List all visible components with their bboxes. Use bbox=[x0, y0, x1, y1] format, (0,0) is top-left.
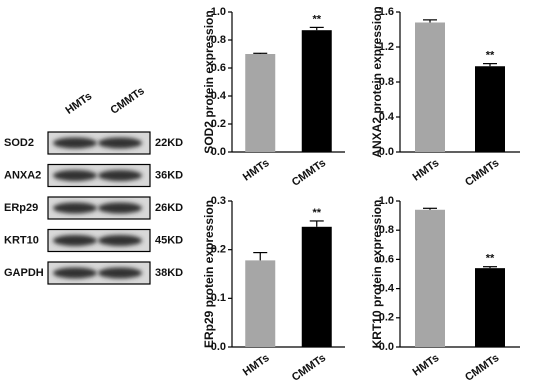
blot-band bbox=[98, 202, 142, 214]
y-tick-label: 0.0 bbox=[211, 341, 226, 353]
error-bar bbox=[309, 26, 324, 31]
blot-band bbox=[53, 235, 97, 246]
bar bbox=[301, 30, 332, 153]
y-tick-label: 1.6 bbox=[379, 6, 394, 18]
blot-band bbox=[53, 137, 97, 149]
lane-label: HMTs bbox=[64, 90, 95, 117]
y-axis-label: ANXA2 protein expression bbox=[370, 6, 384, 157]
significance: ** bbox=[312, 207, 321, 219]
blot-band bbox=[98, 267, 142, 279]
size-label: 22KD bbox=[155, 137, 183, 149]
y-tick-label: 0.8 bbox=[379, 224, 394, 236]
error-bar bbox=[423, 19, 437, 23]
y-tick-label: 1.2 bbox=[379, 41, 394, 53]
y-tick-label: 0.6 bbox=[379, 253, 394, 265]
bar bbox=[245, 260, 276, 347]
error-bar bbox=[423, 207, 437, 210]
y-tick-label: 0.1 bbox=[211, 292, 226, 304]
y-axis-label: SOD2 protein expression bbox=[202, 10, 216, 153]
significance: ** bbox=[312, 13, 321, 25]
bar bbox=[415, 209, 445, 347]
y-tick-label: 0.4 bbox=[211, 90, 227, 102]
y-axis-label: KRT10 protein expression bbox=[370, 200, 384, 349]
blot-band bbox=[53, 170, 97, 181]
x-tick-label: CMMTs bbox=[463, 157, 501, 189]
y-tick-label: 0.4 bbox=[379, 111, 395, 123]
y-tick-label: 0.8 bbox=[379, 76, 394, 88]
size-label: 38KD bbox=[155, 267, 183, 279]
y-tick-label: 0.2 bbox=[211, 244, 226, 256]
y-tick-label: 0.0 bbox=[379, 341, 394, 353]
protein-label: KRT10 bbox=[4, 234, 39, 246]
bar bbox=[415, 22, 445, 152]
bar bbox=[475, 66, 505, 152]
x-tick-label: HMTs bbox=[411, 157, 442, 184]
blot-band bbox=[98, 170, 142, 181]
protein-label: ERp29 bbox=[4, 202, 38, 214]
y-tick-label: 0.2 bbox=[379, 312, 394, 324]
blot-band bbox=[53, 202, 97, 214]
bar bbox=[301, 226, 332, 347]
protein-label: SOD2 bbox=[4, 137, 34, 149]
protein-label: GAPDH bbox=[4, 267, 44, 279]
lane-label: CMMTs bbox=[109, 85, 147, 117]
error-bar bbox=[483, 63, 497, 67]
y-tick-label: 0.2 bbox=[211, 118, 226, 130]
size-label: 26KD bbox=[155, 202, 183, 214]
bar bbox=[475, 268, 505, 347]
error-bar bbox=[253, 251, 268, 261]
bar bbox=[245, 54, 276, 152]
y-tick-label: 0.0 bbox=[379, 146, 394, 158]
y-tick-label: 0.6 bbox=[211, 62, 226, 74]
y-axis-label: ERp29 protein expression bbox=[202, 200, 216, 348]
y-tick-label: 1.0 bbox=[379, 195, 394, 207]
y-tick-label: 0.4 bbox=[379, 283, 395, 295]
y-tick-label: 0.0 bbox=[211, 146, 226, 158]
significance: ** bbox=[486, 253, 495, 265]
error-bar bbox=[309, 220, 324, 227]
significance: ** bbox=[486, 50, 495, 62]
size-label: 36KD bbox=[155, 169, 183, 181]
blot-band bbox=[98, 235, 142, 246]
error-bar bbox=[253, 52, 268, 54]
x-tick-label: CMMTs bbox=[290, 157, 328, 189]
y-tick-label: 1.0 bbox=[211, 6, 226, 18]
x-tick-label: CMMTs bbox=[290, 352, 328, 384]
x-tick-label: CMMTs bbox=[463, 352, 501, 384]
y-tick-label: 0.8 bbox=[211, 34, 226, 46]
blot-band bbox=[98, 137, 142, 149]
y-tick-label: 0.3 bbox=[211, 195, 226, 207]
x-tick-label: HMTs bbox=[411, 352, 442, 379]
x-tick-label: HMTs bbox=[241, 157, 272, 184]
blot-band bbox=[53, 267, 97, 279]
size-label: 45KD bbox=[155, 234, 183, 246]
error-bar bbox=[483, 266, 497, 269]
x-tick-label: HMTs bbox=[241, 352, 272, 379]
protein-label: ANXA2 bbox=[4, 169, 41, 181]
